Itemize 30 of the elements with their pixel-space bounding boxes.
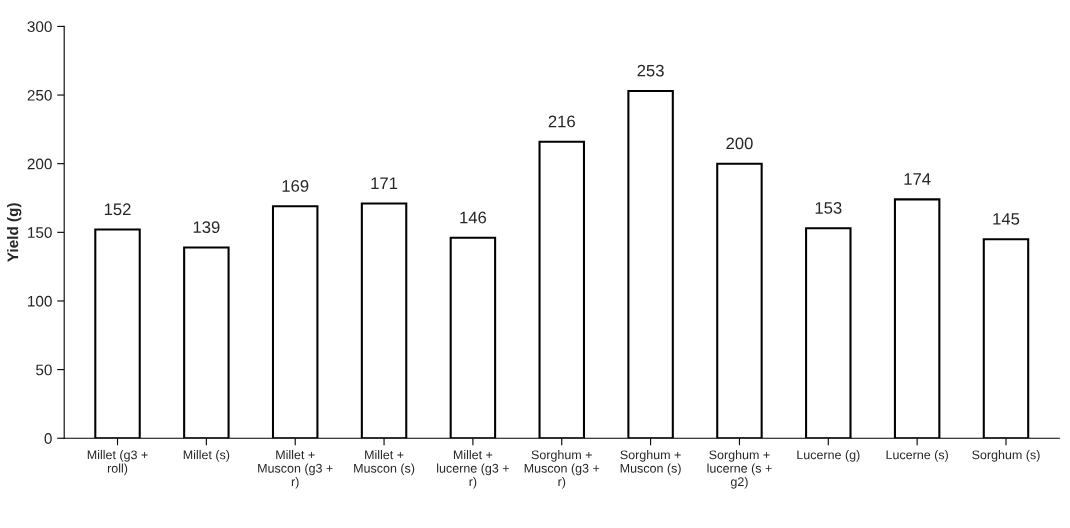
y-tick-label: 250 <box>27 89 52 101</box>
x-tick-label: Lucerne (g) <box>797 450 860 462</box>
data-label: 146 <box>460 211 487 224</box>
x-tick-label: Sorghum + lucerne (s + g2) <box>707 450 772 489</box>
x-tick-label: Sorghum (s) <box>972 450 1040 462</box>
data-label: 145 <box>993 213 1020 225</box>
x-tick-label: Millet + lucerne (g3 + r) <box>437 450 509 489</box>
data-label: 200 <box>726 137 753 150</box>
y-tick-label: 100 <box>28 295 52 307</box>
y-axis-title: Yield (g) <box>7 203 22 262</box>
y-tick-label: 200 <box>27 158 52 170</box>
x-tick-label: Lucerne (s) <box>886 450 948 462</box>
data-label: 169 <box>282 180 309 192</box>
x-tick-label: Millet (g3 + roll) <box>87 450 148 476</box>
y-tick-label: 300 <box>27 21 52 33</box>
data-label: 174 <box>904 173 931 185</box>
y-tick-label: 150 <box>28 227 52 239</box>
data-label: 139 <box>193 221 220 234</box>
data-label: 171 <box>371 177 398 189</box>
data-label: 153 <box>815 201 842 214</box>
x-tick-label: Millet + Muscon (s) <box>354 450 415 476</box>
y-tick-label: 0 <box>44 433 52 444</box>
data-label: 216 <box>548 115 575 128</box>
data-label: 152 <box>104 203 131 216</box>
x-tick-label: Sorghum + Muscon (s) <box>620 450 681 476</box>
x-tick-label: Sorghum + Muscon (g3 + r) <box>524 450 600 489</box>
data-label: 253 <box>637 64 664 77</box>
y-tick-label: 50 <box>36 364 52 376</box>
x-tick-label: Millet + Muscon (g3 + r) <box>258 450 333 489</box>
x-tick-label: Millet (s) <box>183 450 230 462</box>
